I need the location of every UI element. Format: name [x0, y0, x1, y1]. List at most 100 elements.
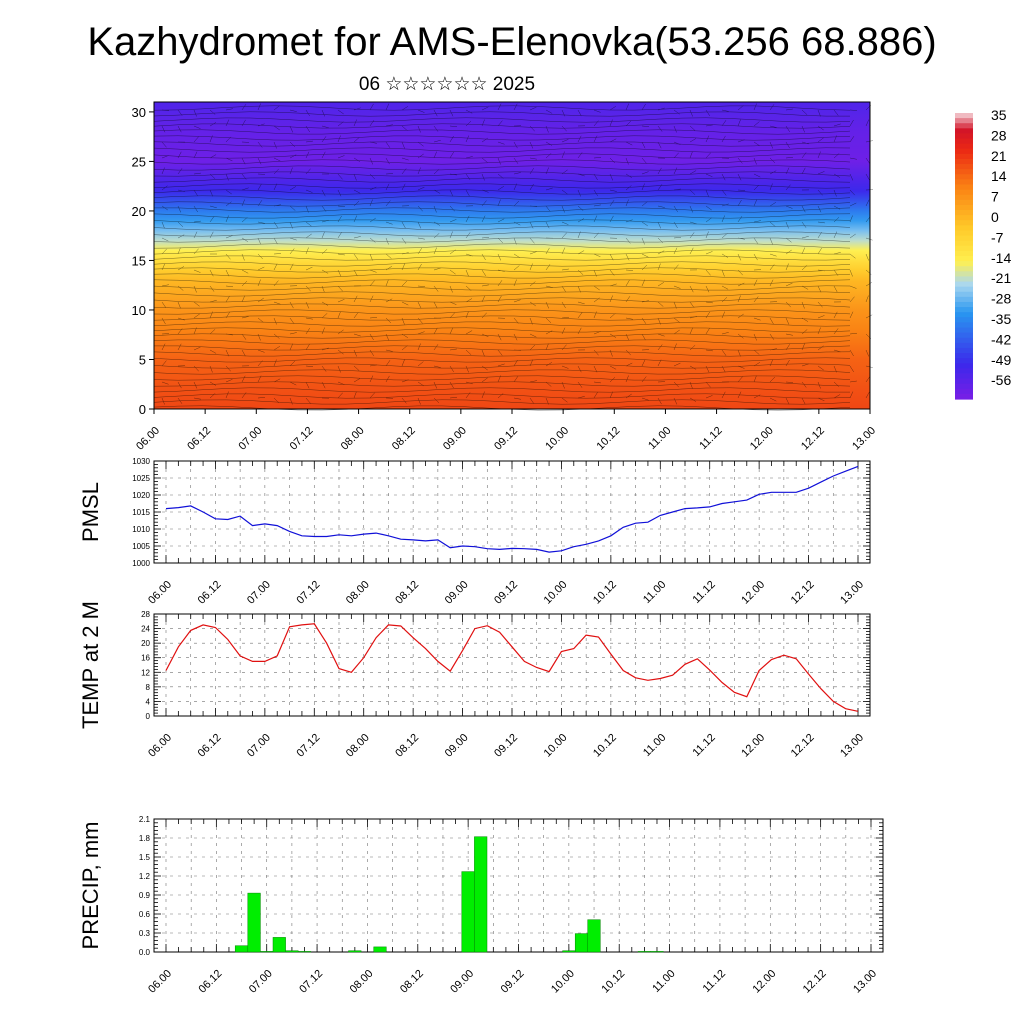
- wind-barb: [801, 152, 807, 159]
- wind-barb: [737, 376, 743, 383]
- colorbar-segment: [955, 383, 973, 390]
- wind-barb: [449, 396, 458, 399]
- wind-barb: [705, 269, 711, 276]
- wind-barb: [417, 237, 425, 240]
- streamline: [153, 339, 851, 345]
- precip-x-tick-label: 06.00: [146, 968, 174, 996]
- wind-barb: [769, 157, 776, 164]
- wind-barb: [321, 151, 326, 159]
- streamline: [153, 201, 851, 207]
- pmsl-x-tick-label: 13.00: [838, 579, 866, 607]
- wind-barb: [785, 397, 790, 405]
- wind-barb: [241, 280, 248, 287]
- wind-barb: [465, 298, 473, 303]
- precip-x-tick-label: 06.12: [197, 968, 225, 996]
- wind-barb: [833, 285, 838, 293]
- wind-barb: [193, 189, 198, 197]
- heatmap-x-tick-label: 08.00: [339, 425, 367, 453]
- wind-barb: [289, 301, 294, 309]
- wind-barb: [737, 139, 745, 143]
- wind-barb: [465, 189, 470, 197]
- wind-barb: [497, 393, 504, 399]
- wind-barb: [833, 217, 840, 223]
- wind-barb: [561, 232, 567, 239]
- wind-barb: [401, 221, 406, 229]
- wind-barb: [225, 269, 230, 277]
- wind-barb: [721, 285, 729, 290]
- wind-barb: [545, 109, 553, 114]
- wind-barb: [305, 221, 312, 227]
- colorbar-label: 28: [991, 127, 1007, 143]
- wind-barb: [305, 343, 310, 351]
- wind-barb: [721, 120, 727, 127]
- wind-barb: [673, 188, 681, 191]
- wind-barb: [369, 157, 374, 165]
- streamline: [153, 315, 851, 321]
- wind-barb: [593, 391, 598, 399]
- streamline: [153, 291, 851, 297]
- wind-barb: [865, 391, 870, 399]
- wind-barb: [273, 125, 280, 131]
- wind-barb: [609, 253, 614, 261]
- wind-barb: [177, 247, 181, 255]
- temp-y-tick-label: 4: [146, 697, 151, 706]
- wind-barb: [353, 157, 361, 162]
- temp-y-tick-label: 0: [146, 712, 151, 721]
- wind-barb: [353, 200, 360, 207]
- wind-barb: [481, 189, 489, 193]
- wind-barb: [305, 397, 311, 404]
- wind-barb: [193, 248, 199, 255]
- wind-barb: [161, 343, 166, 351]
- wind-barb: [625, 253, 630, 261]
- wind-barb: [801, 329, 808, 335]
- wind-barb: [753, 157, 757, 165]
- wind-barb: [513, 221, 521, 226]
- colorbar-segment: [955, 123, 973, 129]
- wind-barb: [865, 237, 873, 241]
- wind-barb: [465, 311, 469, 319]
- wind-barb: [705, 173, 713, 178]
- wind-barb: [753, 279, 758, 287]
- wind-barb: [225, 295, 230, 303]
- wind-barb: [257, 375, 262, 383]
- wind-barb: [225, 136, 231, 143]
- wind-barb: [865, 365, 873, 368]
- wind-barb: [833, 328, 839, 335]
- wind-barb: [721, 203, 729, 207]
- wind-barb: [817, 205, 822, 213]
- wind-barb: [433, 267, 441, 271]
- pmsl-series-line: [165, 465, 859, 553]
- streamline: [153, 111, 850, 117]
- wind-barb: [193, 313, 200, 319]
- wind-barb: [657, 205, 665, 208]
- wind-barb: [433, 169, 440, 175]
- wind-barb: [449, 365, 454, 373]
- wind-barb: [481, 253, 486, 261]
- streamline: [153, 237, 851, 243]
- colorbar-label: -7: [991, 229, 1004, 245]
- colorbar-segment: [955, 245, 973, 252]
- streamline: [153, 273, 851, 279]
- wind-barb: [737, 391, 742, 399]
- wind-barb: [273, 237, 278, 245]
- wind-barb: [273, 105, 280, 111]
- wind-barb: [689, 189, 696, 195]
- wind-barb: [161, 167, 165, 175]
- wind-barb: [305, 109, 310, 117]
- wind-barb: [209, 269, 214, 277]
- wind-barb: [369, 364, 377, 367]
- wind-barb: [465, 330, 473, 335]
- wind-barb: [705, 152, 711, 159]
- wind-barb: [337, 269, 342, 277]
- wind-barb: [337, 173, 343, 180]
- wind-barb: [593, 285, 600, 291]
- wind-barb: [625, 173, 633, 179]
- wind-barb: [657, 301, 664, 307]
- streamline: [153, 321, 851, 327]
- wind-barb: [769, 170, 777, 175]
- temp-x-tick-label: 10.12: [591, 732, 619, 760]
- wind-barb: [865, 157, 871, 164]
- wind-barb: [785, 156, 794, 159]
- wind-barb: [353, 173, 357, 181]
